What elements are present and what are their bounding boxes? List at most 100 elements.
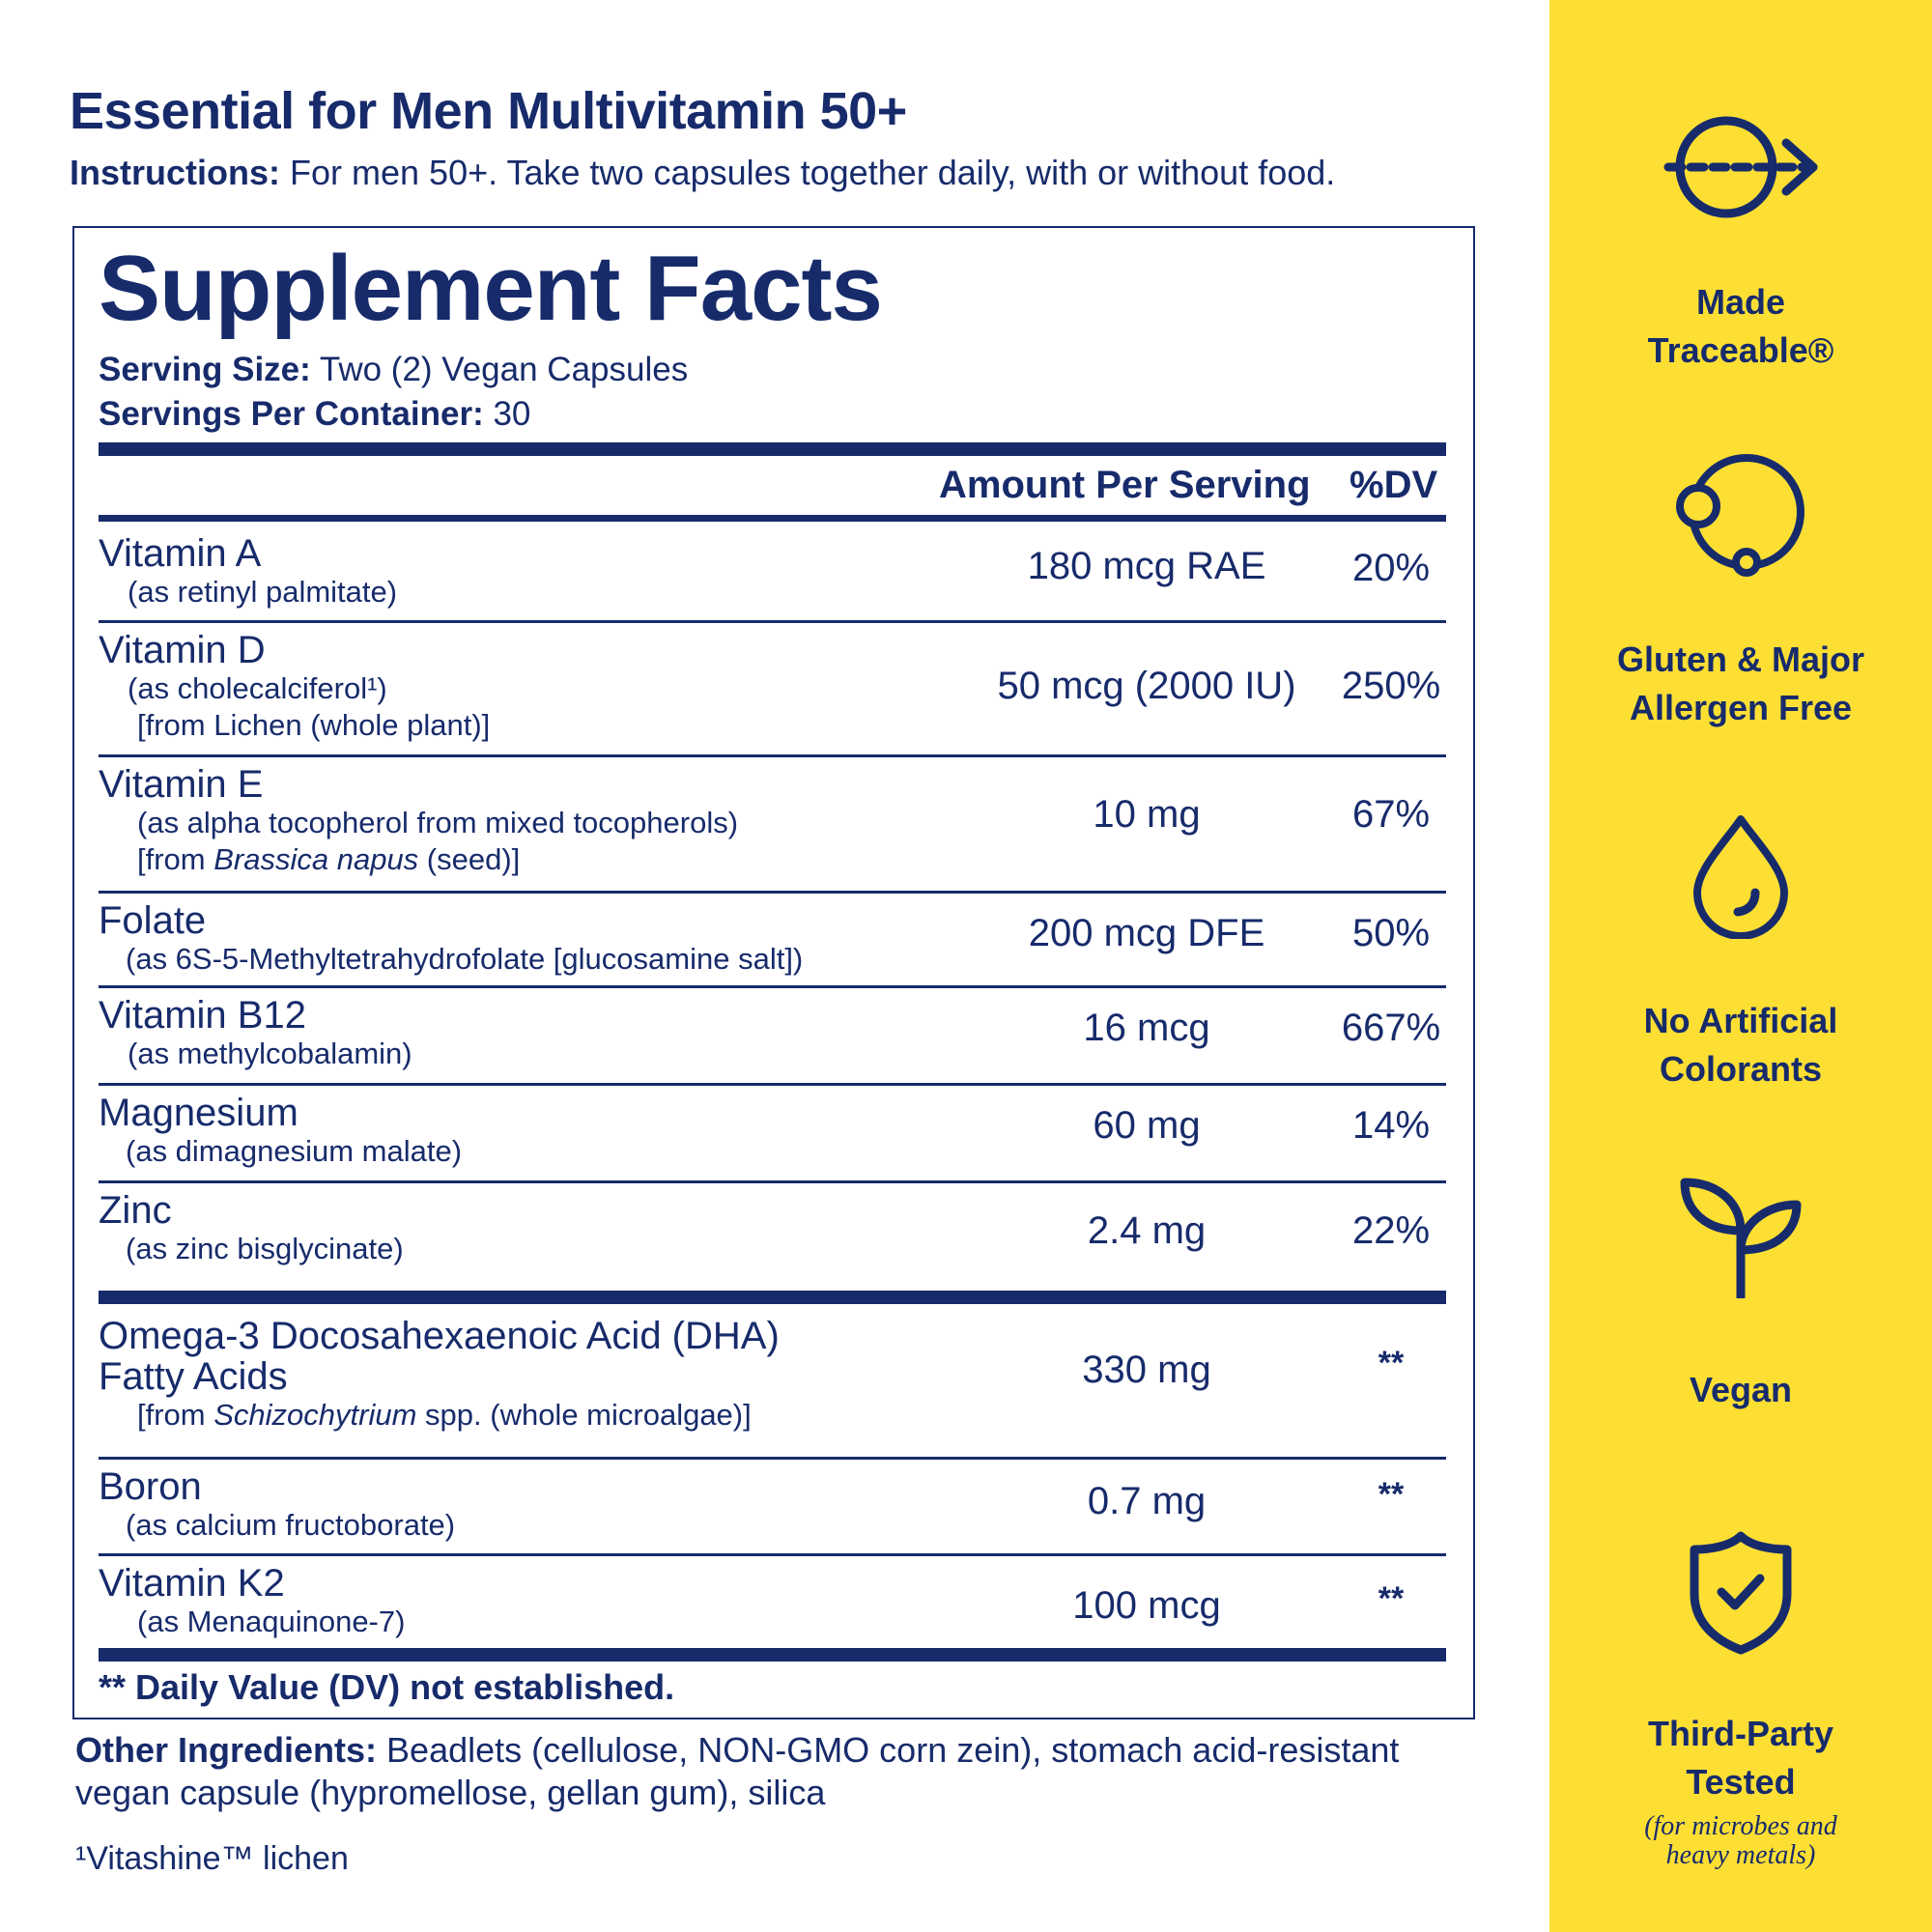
nutrient-source-detail: [from Lichen (whole plant)]	[137, 708, 491, 742]
badge-label: Tested	[1686, 1762, 1796, 1802]
row-divider	[99, 985, 1446, 988]
badge-label: Colorants	[1659, 1049, 1822, 1089]
badge-label: Third-Party	[1647, 1714, 1834, 1753]
nutrient-source-detail: [from Schizochytrium spp. (whole microal…	[137, 1398, 752, 1432]
servings-per-container: Servings Per Container: 30	[99, 392, 688, 437]
thick-divider	[99, 442, 1446, 456]
droplet-icon	[1693, 815, 1788, 939]
badge-no-artificial-colorants: No Artificial Colorants	[1549, 813, 1932, 1094]
nutrient-dv: 667%	[1341, 1007, 1441, 1049]
nutrient-name: Vitamin B12	[99, 994, 306, 1037]
nutrient-row: Boron (as calcium fructoborate) 0.7 mg *…	[99, 1466, 1446, 1544]
nutrient-amount: 200 mcg DFE	[1028, 912, 1265, 954]
nutrient-dv: 50%	[1351, 912, 1431, 954]
nutrient-name-line2: Fatty Acids	[99, 1355, 288, 1398]
nutrient-dv: 14%	[1351, 1104, 1431, 1147]
badge-label: Made	[1695, 282, 1786, 322]
nutrient-source: (as alpha tocopherol from mixed tocopher…	[137, 806, 739, 839]
serving-size-label: Serving Size:	[99, 351, 311, 388]
dv-footnote: ** Daily Value (DV) not established.	[99, 1667, 675, 1707]
shield-check-icon	[1690, 1531, 1792, 1655]
badge-third-party-tested: Third-Party Tested (for microbes and hea…	[1549, 1530, 1932, 1870]
nutrient-row: Omega-3 Docosahexaenoic Acid (DHA) Fatty…	[99, 1316, 1446, 1434]
nutrient-amount: 50 mcg (2000 IU)	[997, 665, 1296, 707]
nutrient-source: (as 6S-5-Methyltetrahydrofolate [glucosa…	[126, 942, 804, 976]
col-header-amount: Amount Per Serving	[939, 464, 1311, 506]
badge-label: Traceable®	[1647, 330, 1834, 370]
nutrient-row: Vitamin A (as retinyl palmitate) 180 mcg…	[99, 533, 1446, 611]
badge-made-traceable: Made Traceable®	[1549, 114, 1932, 375]
nutrient-dv: 250%	[1341, 665, 1441, 707]
nutrient-amount: 330 mg	[1082, 1349, 1211, 1391]
nutrient-name: Vitamin A	[99, 532, 262, 575]
nutrient-name: Zinc	[99, 1189, 172, 1232]
badge-label: Vegan	[1689, 1370, 1793, 1409]
nutrient-amount: 180 mcg RAE	[1027, 545, 1266, 587]
nutrient-dv: 22%	[1351, 1209, 1431, 1252]
nutrient-name: Vitamin K2	[99, 1562, 285, 1605]
nutrient-row: Vitamin B12 (as methylcobalamin) 16 mcg …	[99, 995, 1446, 1072]
nutrient-name: Magnesium	[99, 1092, 298, 1134]
nutrient-name: Boron	[99, 1465, 202, 1508]
nutrient-source: (as retinyl palmitate)	[128, 575, 398, 609]
badge-label: Gluten & Major	[1616, 639, 1864, 679]
instructions-label: Instructions:	[70, 153, 281, 192]
other-ingredients: Other Ingredients: Beadlets (cellulose, …	[75, 1729, 1447, 1814]
sprout-icon	[1680, 1178, 1802, 1298]
nutrient-amount: 60 mg	[1093, 1104, 1201, 1147]
instructions-text: For men 50+. Take two capsules together …	[280, 153, 1336, 192]
col-header-dv: %DV	[1350, 464, 1438, 506]
row-divider	[99, 1457, 1446, 1460]
nutrient-source: (as dimagnesium malate)	[126, 1134, 463, 1168]
badge-note: (for microbes and	[1644, 1811, 1837, 1841]
nutrient-dv: 20%	[1351, 547, 1431, 589]
nutrient-row: Magnesium (as dimagnesium malate) 60 mg …	[99, 1093, 1446, 1170]
supplement-facts-panel: Supplement Facts Serving Size: Two (2) V…	[72, 226, 1475, 1719]
nutrient-amount: 100 mcg	[1072, 1584, 1221, 1627]
nutrient-name: Folate	[99, 899, 207, 942]
claims-sidebar: Made Traceable® Gluten & Major Allergen …	[1549, 0, 1932, 1932]
allergen-free-icon	[1676, 454, 1804, 577]
row-divider	[99, 1083, 1446, 1086]
row-divider	[99, 1180, 1446, 1183]
badge-vegan: Vegan	[1549, 1173, 1932, 1414]
nutrient-source: (as calcium fructoborate)	[126, 1508, 456, 1542]
nutrient-dv: **	[1378, 1580, 1405, 1617]
nutrient-row: Vitamin D (as cholecalciferol¹) [from Li…	[99, 630, 1446, 744]
servings-label: Servings Per Container:	[99, 395, 484, 433]
badge-label: No Artificial	[1643, 1001, 1838, 1040]
footnote-vitashine: ¹Vitashine™ lichen	[75, 1840, 349, 1877]
other-ingredients-text: Beadlets (cellulose, NON-GMO corn zein),…	[75, 1730, 1400, 1812]
thick-divider	[99, 1648, 1446, 1662]
serving-info: Serving Size: Two (2) Vegan Capsules Ser…	[99, 348, 688, 437]
nutrient-name: Omega-3 Docosahexaenoic Acid (DHA)	[99, 1315, 780, 1357]
nutrient-row: Zinc (as zinc bisglycinate) 2.4 mg 22%	[99, 1190, 1446, 1267]
thick-divider	[99, 1291, 1446, 1304]
nutrient-source-detail: [from Brassica napus (seed)]	[137, 842, 521, 876]
nutrient-dv: **	[1378, 1476, 1405, 1513]
nutrient-amount: 0.7 mg	[1087, 1480, 1207, 1522]
nutrient-source: (as methylcobalamin)	[128, 1037, 412, 1070]
nutrient-source: (as zinc bisglycinate)	[126, 1232, 404, 1265]
nutrient-dv: 67%	[1351, 793, 1431, 836]
row-divider	[99, 1553, 1446, 1556]
nutrient-amount: 2.4 mg	[1087, 1209, 1207, 1252]
other-ingredients-label: Other Ingredients:	[75, 1730, 378, 1770]
instructions: Instructions: For men 50+. Take two caps…	[70, 153, 1335, 193]
servings-value: 30	[483, 395, 531, 433]
header-divider	[99, 515, 1446, 522]
badge-allergen-free: Gluten & Major Allergen Free	[1549, 452, 1932, 732]
nutrient-row: Vitamin K2 (as Menaquinone-7) 100 mcg **	[99, 1563, 1446, 1640]
facts-title: Supplement Facts	[99, 237, 883, 340]
nutrient-row: Folate (as 6S-5-Methyltetrahydrofolate […	[99, 900, 1446, 978]
badge-note: heavy metals)	[1665, 1840, 1816, 1870]
nutrient-source: (as Menaquinone-7)	[137, 1605, 406, 1638]
serving-size: Serving Size: Two (2) Vegan Capsules	[99, 348, 688, 392]
nutrient-name: Vitamin D	[99, 629, 266, 671]
nutrient-amount: 16 mcg	[1083, 1007, 1210, 1049]
nutrient-dv: **	[1378, 1345, 1405, 1381]
nutrient-amount: 10 mg	[1093, 793, 1201, 836]
badge-label: Allergen Free	[1629, 688, 1853, 727]
product-title: Essential for Men Multivitamin 50+	[70, 82, 907, 140]
row-divider	[99, 891, 1446, 894]
